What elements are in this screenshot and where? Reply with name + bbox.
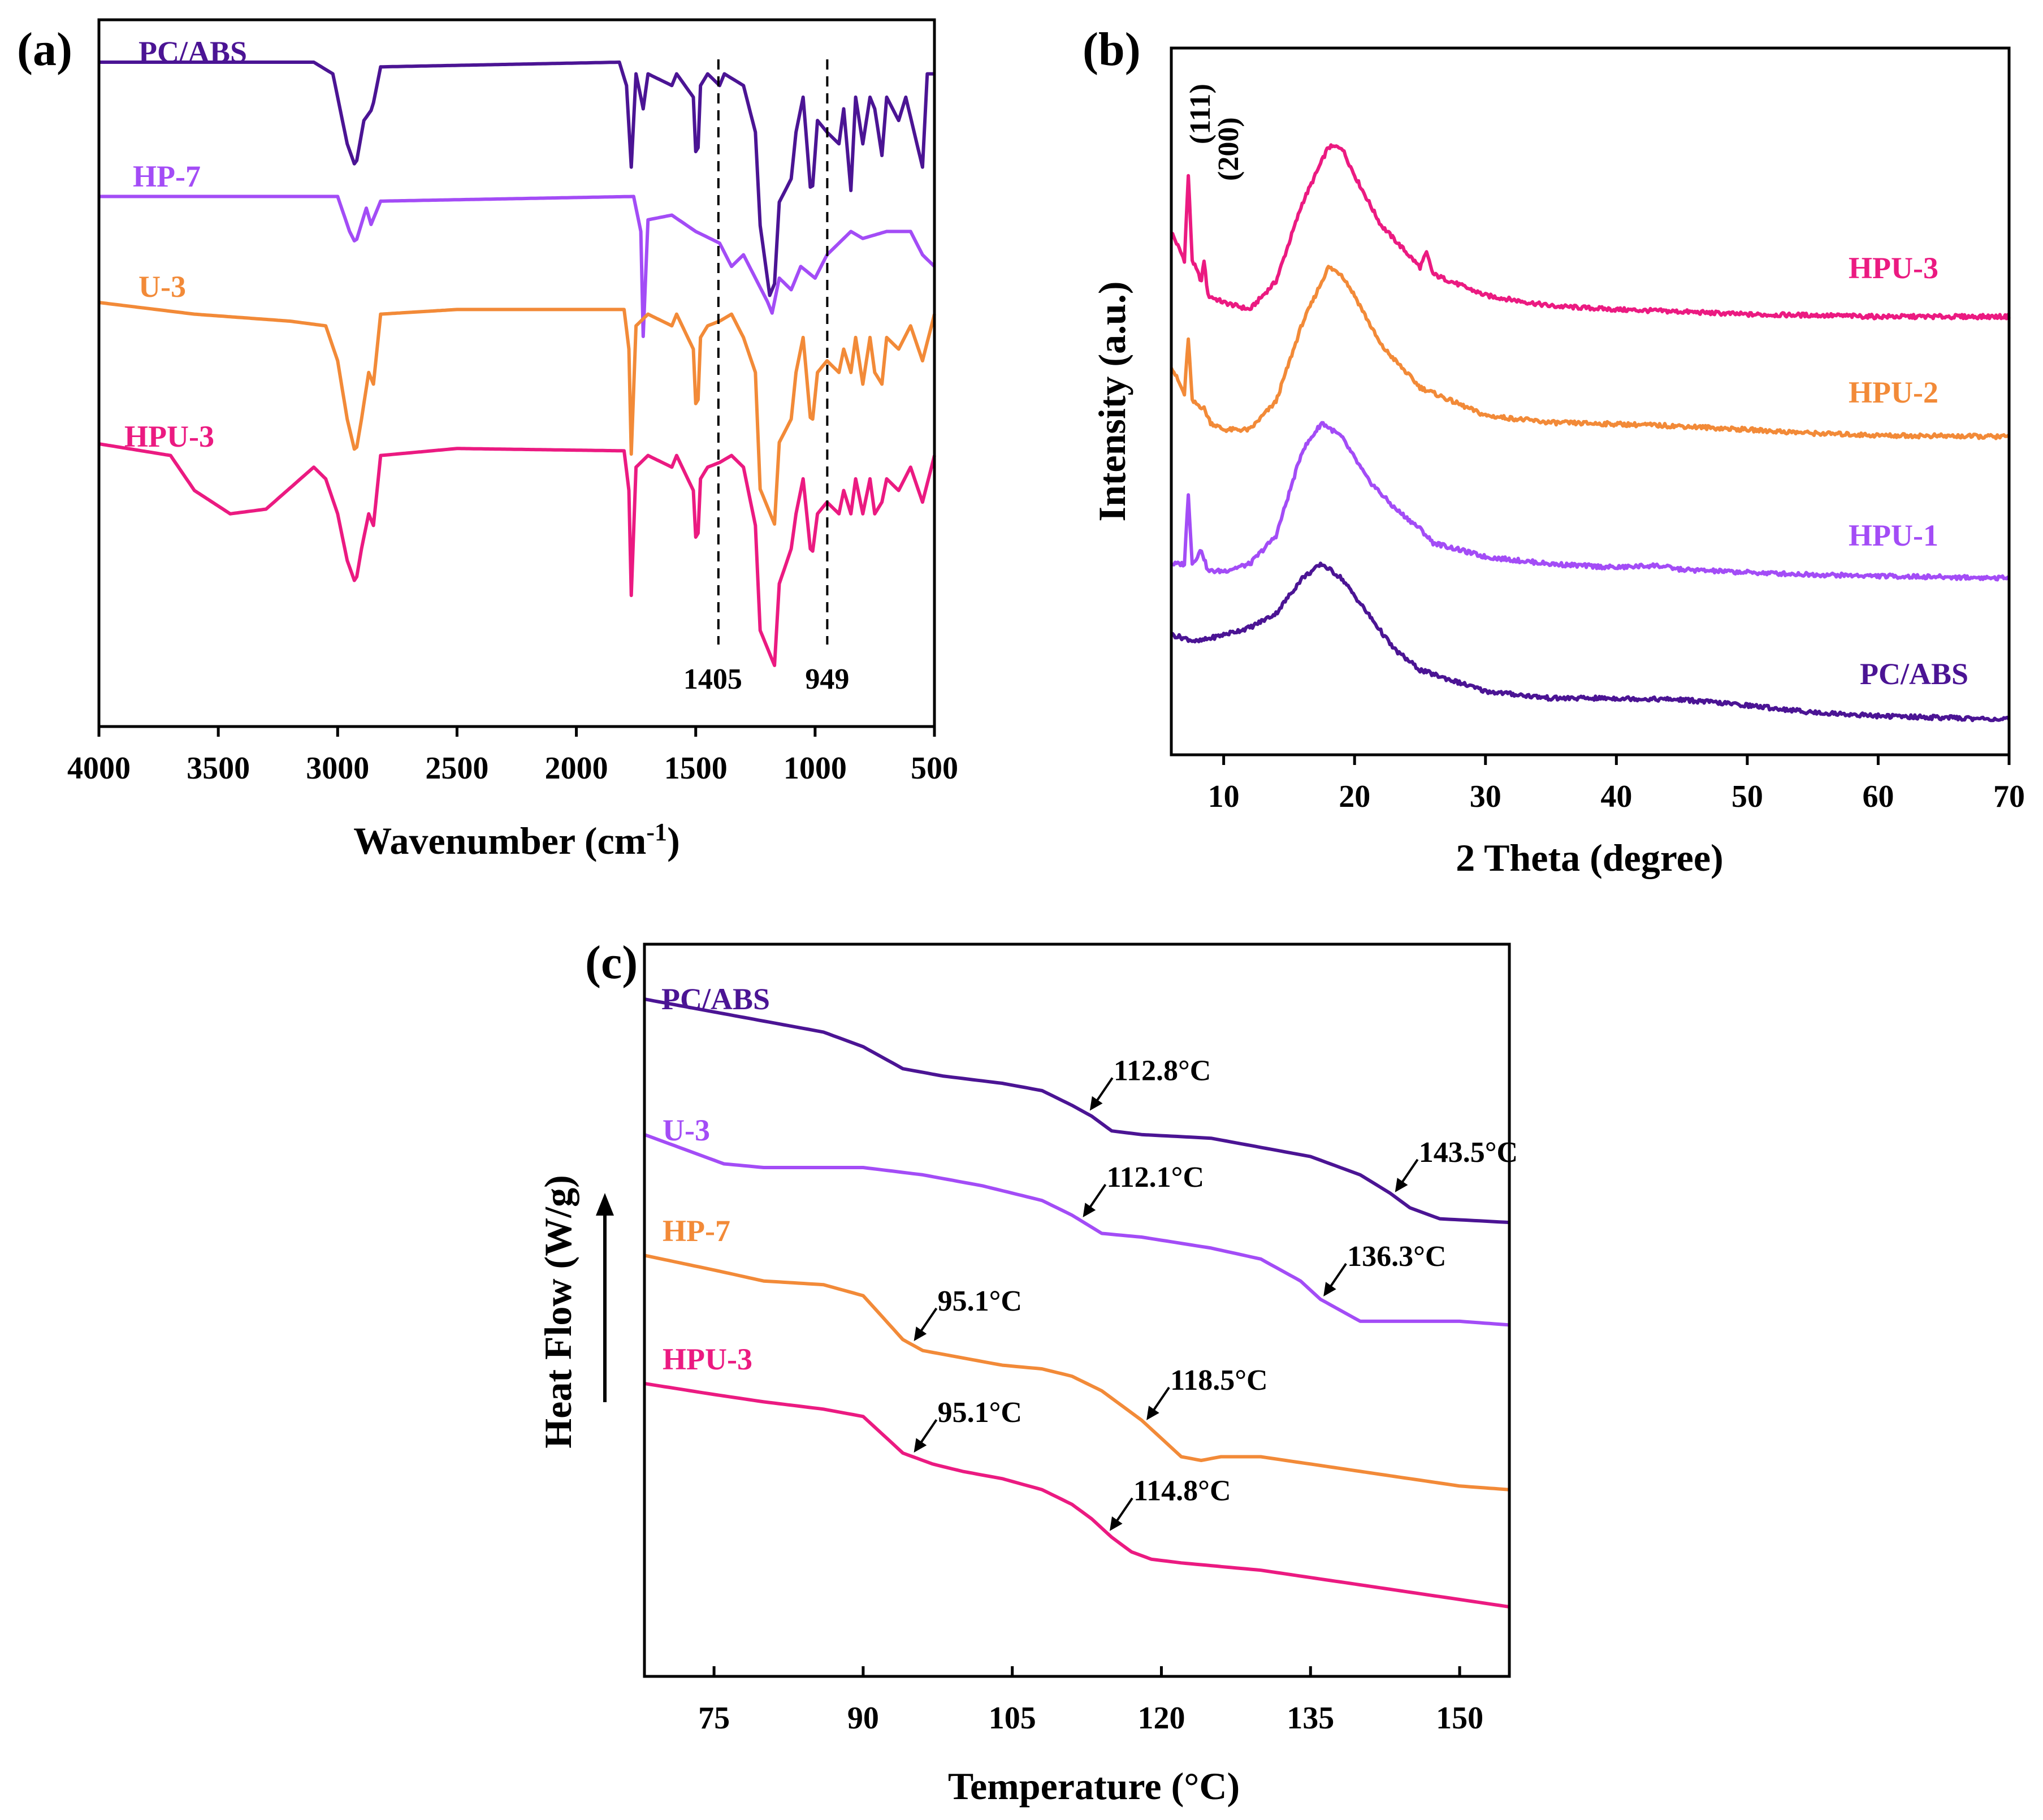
xrd-plot-frame <box>1170 46 2011 756</box>
dsc-plot-frame <box>643 943 1511 1678</box>
ftir-x-tick-label: 3000 <box>306 751 369 786</box>
xrd-x-tick-label: 10 <box>1208 779 1240 814</box>
dsc-annotation-arrow-head <box>914 1326 927 1341</box>
dsc-line-hp-7 <box>644 1253 1510 1492</box>
dsc-annotation-label: 95.1°C <box>938 1397 1022 1429</box>
dsc-annotation-label: 112.1°C <box>1107 1161 1204 1194</box>
ftir-legend-hp-7: HP-7 <box>133 159 201 193</box>
dsc-annotation-label: 118.5°C <box>1170 1364 1267 1397</box>
dsc-x-axis-title: Temperature (°C) <box>948 1765 1240 1808</box>
xrd-x-tick-label: 20 <box>1339 779 1370 814</box>
ftir-line-hp-7 <box>99 194 936 338</box>
panel-b-label: (b) <box>1083 23 1141 76</box>
dsc-x-tick-label: 150 <box>1436 1701 1483 1736</box>
dsc-annotation-label: 112.8°C <box>1114 1054 1211 1087</box>
ftir-legend-pc-abs: PC/ABS <box>138 35 247 69</box>
xrd-line-pc-abs <box>1170 561 2011 723</box>
xrd-legend-pc-abs: PC/ABS <box>1860 657 1968 691</box>
ftir-x-tick-label: 2000 <box>545 751 608 786</box>
dsc-annotation-arrow-head <box>914 1438 927 1453</box>
ftir-plot-frame <box>97 18 936 728</box>
xrd-x-tick-label: 60 <box>1862 779 1894 814</box>
heat-flow-arrow-head <box>596 1193 614 1216</box>
xrd-legend-hpu-2: HPU-2 <box>1849 375 1938 409</box>
ftir-x-tick-label: 500 <box>911 751 958 786</box>
dsc-annotation-arrow-head <box>1323 1282 1336 1296</box>
ftir-panel: (a) PC/ABS HP-7 U-3 HPU-3 1405 949 4000 3500 3… <box>17 18 958 862</box>
xrd-legend-hpu-3: HPU-3 <box>1849 251 1938 285</box>
dsc-annotation-arrow-head <box>1146 1406 1159 1420</box>
xrd-x-tick-label: 30 <box>1470 779 1501 814</box>
dsc-annotation-label: 95.1°C <box>938 1285 1022 1317</box>
xrd-line-hpu-3 <box>1171 143 2011 321</box>
ftir-x-axis-title: Wavenumber (cm-1) <box>353 818 679 862</box>
panel-c-label: (c) <box>585 936 638 989</box>
dsc-line-hpu-3 <box>644 1382 1510 1609</box>
dsc-legend-pc-abs: PC/ABS <box>661 982 770 1016</box>
dsc-panel: (c) PC/ABS 112.8°C 143.5°C U-3 112.1°C 136.3°… <box>536 936 1518 1808</box>
ftir-vline-label-1405: 1405 <box>683 663 742 695</box>
xrd-legend-hpu-1: HPU-1 <box>1849 518 1938 552</box>
dsc-legend-hp-7: HP-7 <box>663 1214 730 1248</box>
dsc-line-u-3 <box>643 1132 1510 1327</box>
dsc-x-tick-label: 105 <box>989 1701 1036 1736</box>
xrd-x-tick-label: 40 <box>1600 779 1632 814</box>
ftir-x-tick-label: 4000 <box>67 751 131 786</box>
dsc-x-tick-label: 120 <box>1137 1701 1185 1736</box>
ftir-x-tick-label: 1500 <box>664 751 728 786</box>
ftir-x-tick-label: 1000 <box>784 751 847 786</box>
dsc-legend-u-3: U-3 <box>663 1113 710 1147</box>
ftir-line-hpu-3 <box>98 442 936 667</box>
ftir-x-tick-label: 2500 <box>425 751 488 786</box>
dsc-annotation-arrow-head <box>1083 1203 1096 1218</box>
xrd-x-tick-label: 50 <box>1732 779 1763 814</box>
dsc-legend-hpu-3: HPU-3 <box>663 1342 752 1376</box>
dsc-annotation-label: 143.5°C <box>1419 1136 1518 1169</box>
ftir-legend-hpu-3: HPU-3 <box>124 420 214 453</box>
xrd-x-tick-label: 70 <box>1993 779 2025 814</box>
xrd-line-hpu-2 <box>1170 265 2010 440</box>
dsc-annotation-arrow-head <box>1089 1096 1103 1111</box>
xrd-line-hpu-1 <box>1170 421 2011 582</box>
dsc-x-tick-label: 75 <box>698 1701 730 1736</box>
dsc-x-tick-label: 135 <box>1287 1701 1334 1736</box>
ftir-line-pc-abs <box>99 60 934 297</box>
dsc-line-pc-abs <box>644 997 1510 1225</box>
dsc-annotation-arrow-head <box>1110 1516 1123 1531</box>
ftir-legend-u-3: U-3 <box>138 270 186 304</box>
xrd-y-axis-title: Intensity (a.u.) <box>1090 281 1133 521</box>
xrd-x-axis-title: 2 Theta (degree) <box>1456 836 1723 879</box>
xrd-panel: (b) HPU-3 HPU-2 HPU-1 PC/ABS 10 20 30 40 50 60 70… <box>1083 23 2025 879</box>
dsc-y-axis-title: Heat Flow (W/g) <box>536 1175 579 1448</box>
ftir-line-u-3 <box>98 301 936 526</box>
ftir-x-tick-label: 3500 <box>187 751 250 786</box>
dsc-annotation-label: 136.3°C <box>1347 1240 1446 1273</box>
dsc-annotation-arrow-head <box>1395 1178 1408 1192</box>
dsc-x-tick-label: 90 <box>847 1701 879 1736</box>
xrd-peak-label-200: (200) <box>1213 117 1245 181</box>
ftir-vline-label-949: 949 <box>805 663 849 695</box>
xrd-peak-label-111: (111) <box>1184 84 1217 144</box>
panel-a-label: (a) <box>17 23 72 76</box>
dsc-annotation-label: 114.8°C <box>1133 1475 1231 1507</box>
